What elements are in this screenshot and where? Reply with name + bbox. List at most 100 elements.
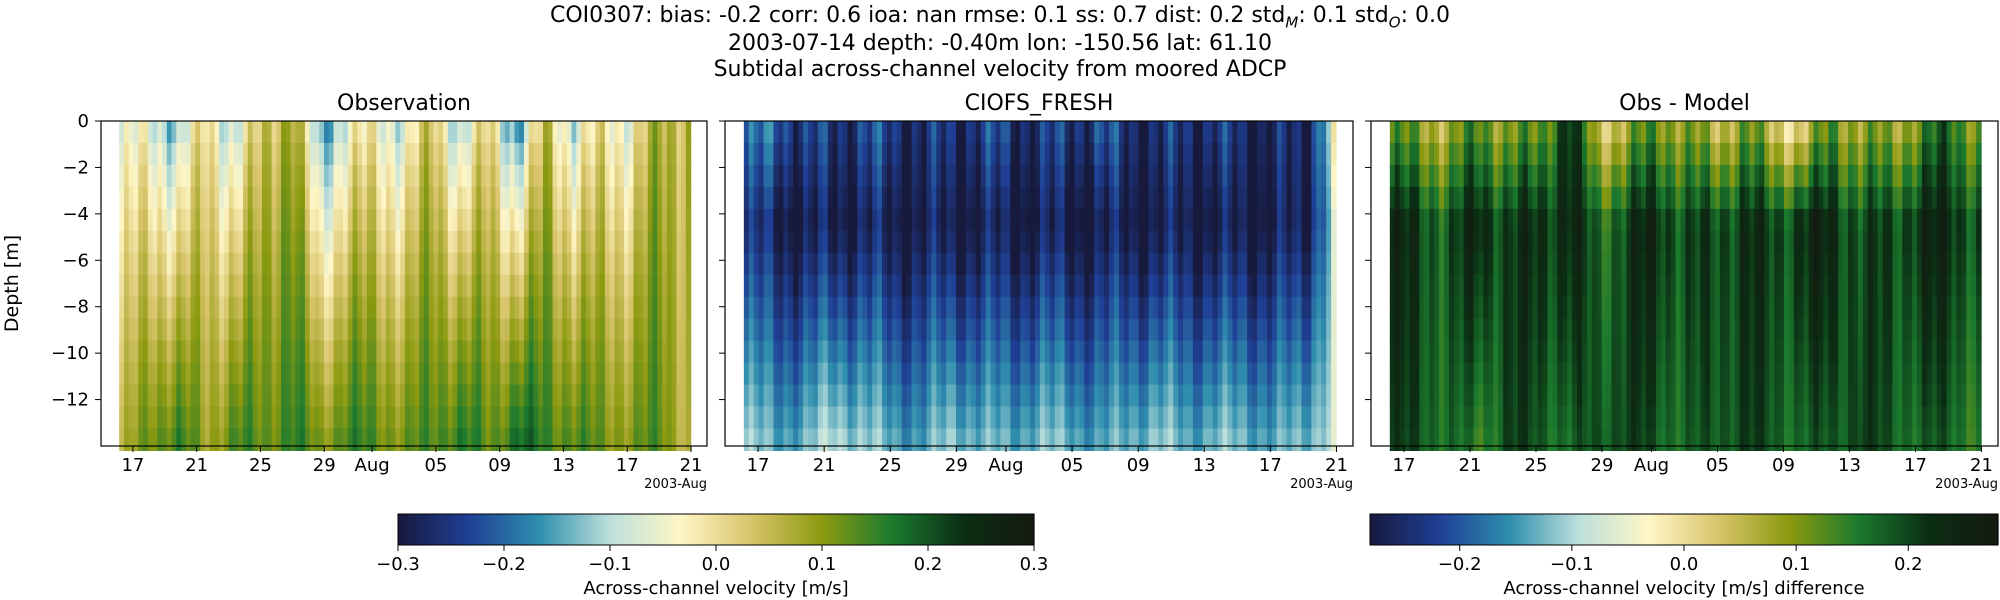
heatmap-cell <box>1744 274 1751 298</box>
heatmap-cell <box>1276 121 1283 144</box>
heatmap-cell <box>857 121 863 144</box>
heatmap-cell <box>247 208 254 232</box>
heatmap-cell <box>414 428 420 451</box>
heatmap-cell <box>1705 362 1711 386</box>
heatmap-cell <box>1237 230 1243 254</box>
heatmap-cell <box>1453 230 1460 254</box>
heatmap-cell <box>1803 406 1810 430</box>
heatmap-cell <box>965 296 972 320</box>
heatmap-cell <box>257 428 263 451</box>
heatmap-cell <box>1803 230 1810 254</box>
heatmap-cell <box>462 318 468 342</box>
heatmap-cell <box>209 296 216 320</box>
heatmap-cell <box>604 318 611 342</box>
heatmap-cell <box>300 230 306 254</box>
heatmap-cell <box>1641 230 1647 254</box>
heatmap-cell <box>1818 230 1824 254</box>
heatmap-cell <box>1030 121 1036 144</box>
heatmap-cell <box>1655 318 1662 342</box>
heatmap-cell <box>490 142 496 166</box>
heatmap-cell <box>1818 428 1824 451</box>
heatmap-cell <box>862 208 868 232</box>
heatmap-cell <box>1271 186 1278 210</box>
heatmap-cell <box>381 384 387 408</box>
heatmap-cell <box>1626 362 1632 386</box>
heatmap-cell <box>1054 340 1061 364</box>
heatmap-cell <box>970 274 977 298</box>
heatmap-cell <box>314 142 320 166</box>
heatmap-cell <box>628 296 635 320</box>
heatmap-cell <box>1680 318 1687 342</box>
heatmap-cell <box>385 428 392 451</box>
heatmap-cell <box>1444 164 1450 188</box>
heatmap-cell <box>323 142 330 166</box>
heatmap-cell <box>748 384 755 408</box>
heatmap-cell <box>1074 384 1081 408</box>
heatmap-cell <box>685 252 692 276</box>
heatmap-cell <box>414 274 420 298</box>
heatmap-cell <box>200 142 206 166</box>
heatmap-cell <box>1084 340 1090 364</box>
heatmap-cell <box>1030 252 1036 276</box>
heatmap-cell <box>1591 121 1598 144</box>
heatmap-cell <box>633 340 639 364</box>
heatmap-cell <box>281 318 287 342</box>
heatmap-cell <box>936 164 942 188</box>
heatmap-cell <box>798 362 804 386</box>
heatmap-cell <box>832 208 839 232</box>
heatmap-cell <box>1242 186 1248 210</box>
heatmap-cell <box>1242 121 1248 144</box>
heatmap-cell <box>1099 406 1105 430</box>
heatmap-cell <box>1079 230 1085 254</box>
heatmap-cell <box>1803 186 1810 210</box>
heatmap-cell <box>119 274 125 298</box>
heatmap-cell <box>1252 384 1258 408</box>
heatmap-cell <box>960 296 967 320</box>
heatmap-cell <box>1434 318 1440 342</box>
heatmap-cell <box>916 274 923 298</box>
heatmap-cell <box>152 142 158 166</box>
heatmap-cell <box>1660 121 1667 144</box>
heatmap-cell <box>1104 252 1110 276</box>
heatmap-cell <box>190 142 196 166</box>
heatmap-cell <box>366 252 373 276</box>
heatmap-cell <box>1774 362 1780 386</box>
heatmap-cell <box>1749 406 1756 430</box>
heatmap-cell <box>209 121 216 144</box>
heatmap-cell <box>1596 384 1603 408</box>
heatmap-cell <box>1665 208 1672 232</box>
heatmap-cell <box>352 318 358 342</box>
heatmap-cell <box>753 230 760 254</box>
heatmap-cell <box>1133 230 1140 254</box>
heatmap-cell <box>609 208 616 232</box>
heatmap-cell <box>941 340 947 364</box>
heatmap-cell <box>1113 274 1120 298</box>
heatmap-cell <box>443 230 449 254</box>
heatmap-cell <box>204 296 211 320</box>
heatmap-cell <box>271 142 277 166</box>
heatmap-cell <box>748 406 755 430</box>
heatmap-cell <box>931 384 937 408</box>
heatmap-cell <box>1724 230 1731 254</box>
heatmap-cell <box>319 230 325 254</box>
heatmap-cell <box>808 318 814 342</box>
heatmap-cell <box>1414 142 1420 166</box>
heatmap-cell <box>1326 318 1332 342</box>
heatmap-cell <box>847 164 854 188</box>
heatmap-cell <box>1217 142 1224 166</box>
heatmap-cell <box>466 362 473 386</box>
heatmap-cell <box>1690 428 1696 451</box>
heatmap-cell <box>1084 384 1090 408</box>
heatmap-cell <box>285 252 292 276</box>
heatmap-cell <box>1606 384 1613 408</box>
heatmap-cell <box>941 384 947 408</box>
heatmap-cell <box>157 142 163 166</box>
heatmap-cell <box>1409 208 1416 232</box>
heatmap-cell <box>921 362 928 386</box>
heatmap-cell <box>1163 142 1169 166</box>
heatmap-cell <box>209 142 216 166</box>
heatmap-cell <box>1049 164 1056 188</box>
heatmap-cell <box>1562 340 1568 364</box>
heatmap-cell <box>1774 164 1780 188</box>
heatmap-cell <box>204 142 211 166</box>
